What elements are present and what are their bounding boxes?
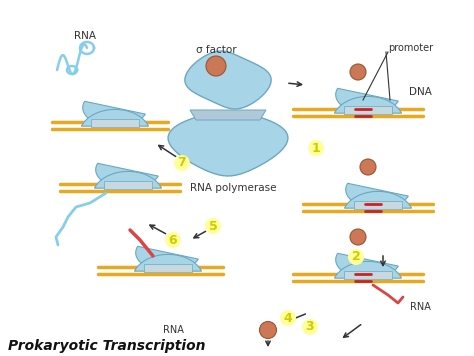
Polygon shape — [336, 88, 398, 114]
Polygon shape — [335, 261, 401, 278]
Circle shape — [259, 321, 276, 339]
Text: promoter: promoter — [388, 43, 433, 53]
Circle shape — [348, 249, 364, 265]
Text: 6: 6 — [169, 234, 177, 246]
Text: RNA polymerase: RNA polymerase — [190, 183, 276, 193]
Circle shape — [302, 319, 318, 335]
Polygon shape — [336, 253, 398, 278]
Polygon shape — [344, 271, 392, 279]
Text: RNA: RNA — [163, 325, 183, 335]
Text: DNA: DNA — [409, 87, 431, 97]
Polygon shape — [144, 264, 192, 272]
Polygon shape — [96, 163, 158, 188]
Polygon shape — [135, 255, 201, 271]
Text: 1: 1 — [311, 141, 320, 155]
Polygon shape — [91, 119, 139, 127]
Text: 5: 5 — [209, 220, 218, 232]
Text: Prokaryotic Transcription: Prokaryotic Transcription — [8, 339, 206, 353]
Polygon shape — [168, 112, 288, 176]
Polygon shape — [82, 101, 146, 126]
Polygon shape — [346, 183, 409, 208]
Polygon shape — [190, 110, 266, 120]
Circle shape — [205, 218, 221, 234]
Circle shape — [308, 140, 324, 156]
Circle shape — [350, 229, 366, 245]
Text: 3: 3 — [306, 320, 314, 334]
Polygon shape — [104, 181, 152, 189]
Circle shape — [280, 310, 296, 326]
Polygon shape — [82, 109, 148, 126]
Circle shape — [360, 159, 376, 175]
Polygon shape — [335, 96, 401, 113]
Polygon shape — [94, 171, 162, 188]
Circle shape — [165, 232, 181, 248]
Circle shape — [350, 64, 366, 80]
Text: σ factor: σ factor — [196, 45, 237, 55]
Polygon shape — [136, 246, 198, 271]
Text: 7: 7 — [178, 157, 186, 169]
Text: RNA: RNA — [410, 302, 430, 312]
Circle shape — [206, 56, 226, 76]
Polygon shape — [344, 106, 392, 114]
Polygon shape — [345, 192, 411, 208]
Text: 4: 4 — [283, 312, 292, 325]
Text: 2: 2 — [352, 251, 360, 263]
Circle shape — [174, 155, 190, 171]
Text: RNA: RNA — [74, 31, 96, 41]
Polygon shape — [354, 201, 402, 209]
Polygon shape — [185, 51, 271, 109]
